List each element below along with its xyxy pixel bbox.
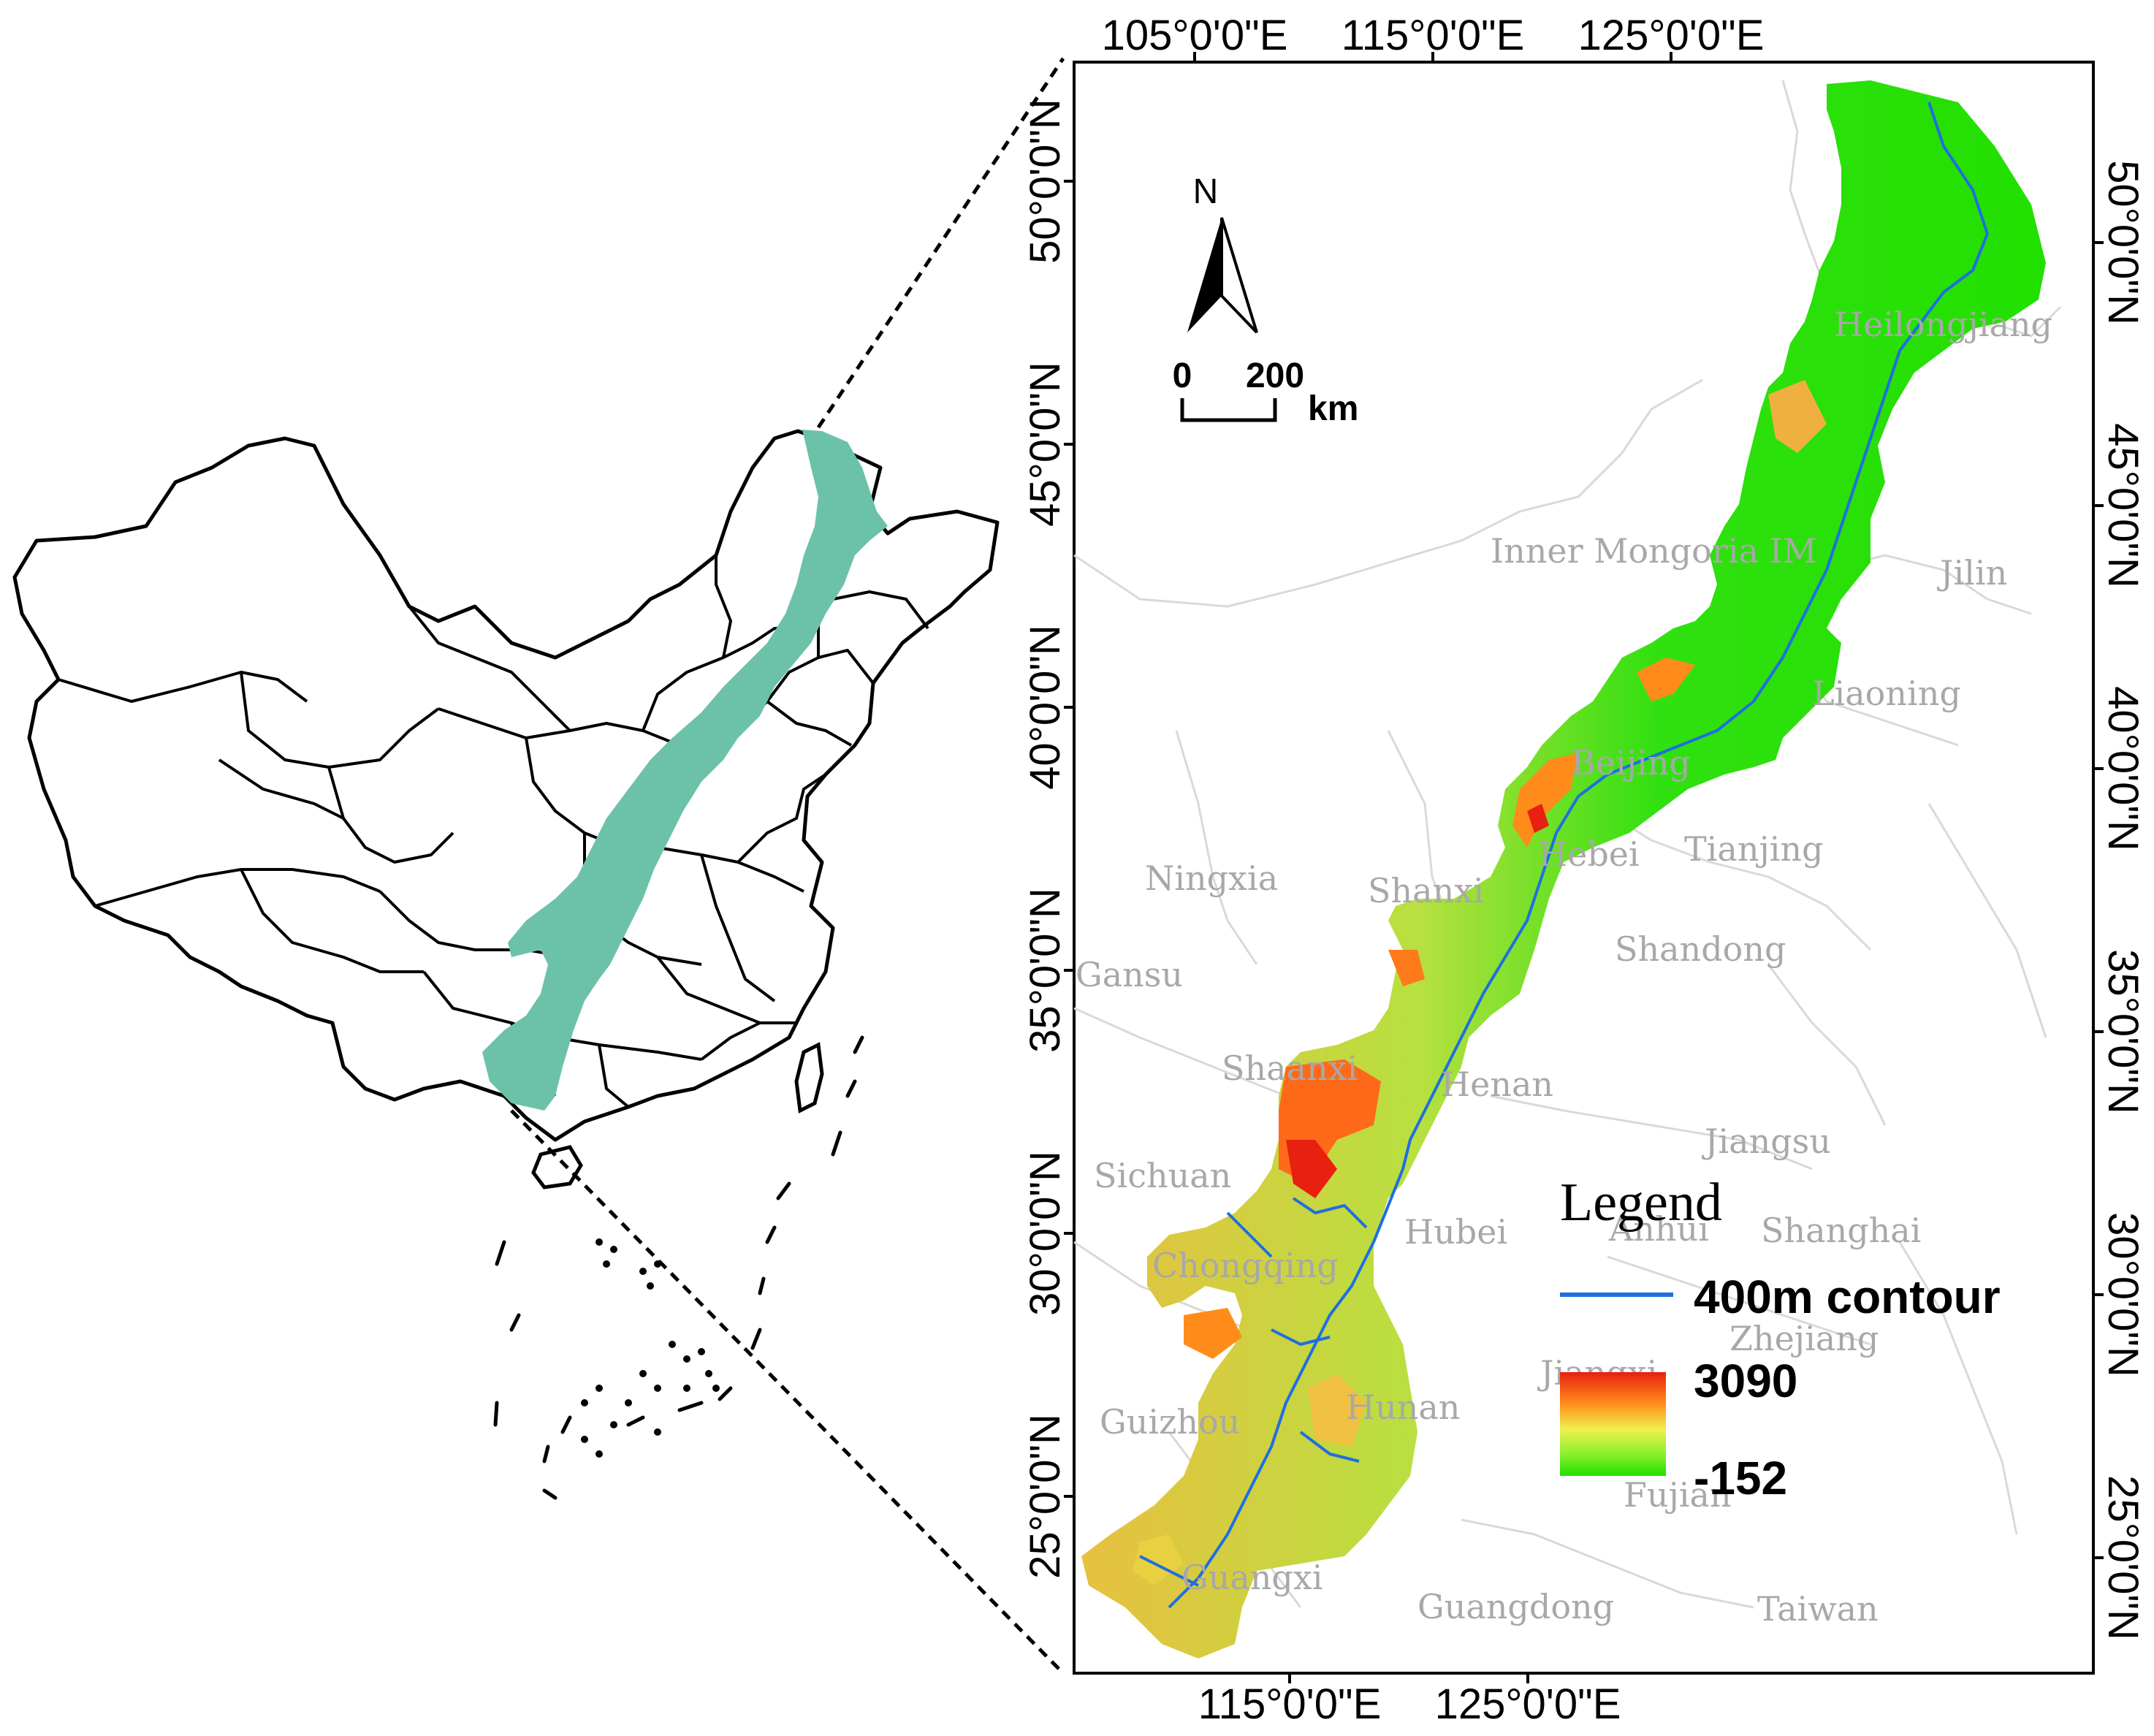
- province-label: Anhui: [1608, 1209, 1709, 1249]
- right-lat-label: 40°0'0"N: [2099, 686, 2147, 851]
- province-labels: Heilongjiang Inner Mongoria IM Jilin Lia…: [1076, 305, 2052, 1629]
- province-label: Shaanxi: [1222, 1048, 1358, 1088]
- province-label: Zhejiang: [1729, 1319, 1879, 1358]
- zoom-line-top: [816, 57, 1065, 429]
- province-label: Beijing: [1571, 743, 1691, 783]
- left-lat-label: 25°0'0"N: [1021, 1414, 1069, 1579]
- elevation-max-label: 3090: [1694, 1355, 1797, 1407]
- south-china-sea-boundary: [493, 1035, 864, 1500]
- province-label: Henan: [1441, 1065, 1553, 1104]
- taiwan-island: [794, 1042, 824, 1113]
- left-lat-label: 40°0'0"N: [1021, 625, 1069, 790]
- map-axes: 105°0'0"E 115°0'0"E 125°0'0"E 115°0'0"E 125°…: [1021, 12, 2147, 1728]
- left-lat-label: 50°0'0"N: [1021, 99, 1069, 264]
- right-lat-label: 50°0'0"N: [2099, 160, 2147, 325]
- bottom-lon-label: 115°0'0"E: [1198, 1680, 1382, 1728]
- left-lat-label: 45°0'0"N: [1021, 362, 1069, 527]
- main-map: Heilongjiang Inner Mongoria IM Jilin Lia…: [1021, 12, 2147, 1728]
- scale-bar-unit: km: [1308, 389, 1358, 428]
- elevation-min-label: -152: [1694, 1452, 1787, 1504]
- province-label: Guizhou: [1100, 1402, 1240, 1442]
- province-borders: [1073, 80, 2062, 1609]
- province-label: Hebei: [1538, 834, 1640, 874]
- province-label: Chongqing: [1152, 1246, 1339, 1285]
- contour-legend-label: 400m contour: [1694, 1271, 2001, 1323]
- elevation-color-ramp: [1560, 1372, 1666, 1476]
- study-area-inset: [482, 430, 888, 1111]
- top-lon-label: 105°0'0"E: [1102, 12, 1288, 59]
- province-label: Gansu: [1076, 955, 1183, 994]
- scale-bar-zero: 0: [1173, 357, 1192, 395]
- bottom-lon-label: 125°0'0"E: [1435, 1680, 1621, 1728]
- province-label: Guangxi: [1181, 1558, 1323, 1597]
- province-label: Jiangsu: [1702, 1122, 1831, 1161]
- province-label: Heilongjiang: [1834, 305, 2052, 344]
- province-label: Liaoning: [1812, 674, 1961, 713]
- hainan-island: [531, 1145, 583, 1189]
- right-lat-label: 45°0'0"N: [2099, 423, 2147, 588]
- study-area-elevation: [1081, 80, 2046, 1659]
- south-china-sea-islands: [581, 1238, 720, 1458]
- province-label: Shandong: [1615, 929, 1786, 969]
- province-label: Shanghai: [1761, 1211, 1921, 1250]
- scale-bar: 0 200 km: [1173, 357, 1359, 428]
- legend: Legend 400m contour 3090 -152: [1560, 1173, 2001, 1504]
- province-label: Hubei: [1404, 1212, 1507, 1252]
- province-label: Fujian: [1624, 1475, 1732, 1515]
- province-label: Taiwan: [1757, 1589, 1879, 1629]
- china-inset-map: [12, 57, 1065, 1675]
- high-elevation-patches: [1133, 380, 1827, 1585]
- china-outline: [12, 429, 1000, 1142]
- province-label: Guangdong: [1417, 1587, 1614, 1626]
- left-lat-label: 35°0'0"N: [1021, 888, 1069, 1053]
- scale-bar-line: [1180, 398, 1277, 422]
- province-label: Tianjing: [1684, 829, 1824, 869]
- north-arrow-label: N: [1193, 172, 1219, 211]
- zoom-line-bottom: [510, 1109, 1065, 1675]
- contour-400m: [1139, 102, 1989, 1609]
- right-lat-label: 25°0'0"N: [2099, 1475, 2147, 1640]
- top-lon-label: 125°0'0"E: [1578, 12, 1765, 59]
- province-label: Hunan: [1346, 1387, 1460, 1427]
- right-lat-label: 35°0'0"N: [2099, 949, 2147, 1114]
- north-arrow-icon: [1187, 218, 1222, 332]
- province-label: Ningxia: [1145, 859, 1278, 898]
- scale-bar-value: 200: [1246, 357, 1304, 395]
- top-lon-label: 115°0'0"E: [1342, 12, 1525, 59]
- legend-title: Legend: [1560, 1173, 1722, 1233]
- province-label: Sichuan: [1094, 1156, 1231, 1195]
- north-arrow: N: [1187, 172, 1258, 334]
- left-lat-label: 30°0'0"N: [1021, 1151, 1069, 1316]
- province-label: Inner Mongoria IM: [1491, 531, 1817, 571]
- province-label: Jilin: [1937, 553, 2007, 593]
- right-lat-label: 30°0'0"N: [2099, 1212, 2147, 1377]
- province-label: Shanxi: [1368, 871, 1484, 910]
